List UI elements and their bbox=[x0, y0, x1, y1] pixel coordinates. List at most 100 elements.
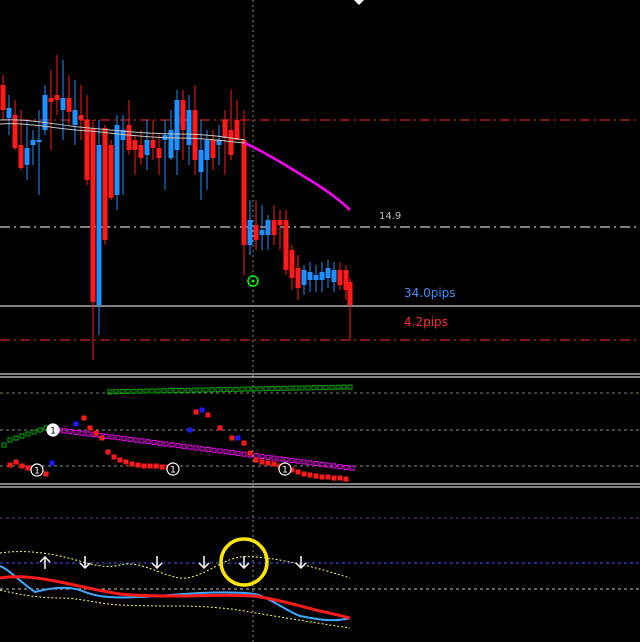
osc-green-dot bbox=[245, 386, 251, 392]
osc-magenta-dot bbox=[151, 439, 157, 445]
osc-circle-label: 1 bbox=[282, 466, 288, 476]
osc-red-dot bbox=[253, 457, 259, 463]
osc-blue-dot bbox=[235, 435, 241, 441]
candle-body bbox=[90, 128, 96, 302]
candle-body bbox=[120, 130, 126, 140]
osc-green-dot bbox=[31, 429, 37, 435]
osc-circle-label: 1 bbox=[170, 466, 176, 476]
envelope-lower-line bbox=[0, 123, 246, 144]
candle-body bbox=[216, 140, 222, 145]
candle-body bbox=[18, 145, 24, 168]
arrow-head bbox=[238, 562, 250, 570]
osc-blue-dot bbox=[73, 421, 79, 427]
osc-green-dot bbox=[281, 385, 287, 391]
osc-red-dot bbox=[193, 409, 199, 415]
osc-green-dot bbox=[347, 384, 353, 390]
osc-magenta-dot bbox=[67, 429, 73, 435]
osc-red-dot bbox=[313, 473, 319, 479]
osc-green-dot bbox=[19, 433, 25, 439]
osc-red-dot bbox=[13, 459, 19, 465]
osc-red-dot bbox=[123, 459, 129, 465]
highlight-circle bbox=[219, 537, 269, 587]
upper-level-label: 14.9 bbox=[379, 211, 401, 222]
candle-body bbox=[132, 140, 138, 150]
osc-green-dot bbox=[227, 386, 233, 392]
osc-magenta-dot bbox=[187, 444, 193, 450]
osc-green-dot bbox=[197, 387, 203, 393]
candle-body bbox=[60, 98, 66, 110]
candle-body bbox=[265, 220, 271, 235]
osc-green-dot bbox=[37, 427, 43, 433]
osc-green-dot bbox=[287, 385, 293, 391]
osc-circle-label: 1 bbox=[34, 467, 40, 477]
candle-body bbox=[234, 120, 240, 140]
osc-green-dot bbox=[305, 385, 311, 391]
osc-green-dot bbox=[263, 386, 269, 392]
osc-magenta-dot bbox=[133, 437, 139, 443]
candle-body bbox=[180, 100, 186, 130]
osc-blue-dot bbox=[187, 427, 193, 433]
osc-green-dot bbox=[191, 387, 197, 393]
bands-panel bbox=[0, 517, 640, 629]
osc-green-dot bbox=[251, 386, 257, 392]
osc-red-dot bbox=[159, 464, 165, 470]
osc-magenta-dot bbox=[325, 462, 331, 468]
osc-magenta-dot bbox=[211, 447, 217, 453]
osc-green-dot bbox=[155, 388, 161, 394]
entry-circle-icon bbox=[247, 275, 259, 287]
osc-magenta-dot bbox=[343, 464, 349, 470]
candle-body bbox=[319, 272, 325, 280]
osc-red-dot bbox=[19, 463, 25, 469]
osc-green-dot bbox=[215, 387, 221, 393]
candle-body bbox=[72, 110, 78, 125]
osc-red-dot bbox=[265, 460, 271, 466]
osc-red-dot bbox=[205, 412, 211, 418]
candle-body bbox=[210, 140, 216, 158]
osc-red-dot bbox=[325, 474, 331, 480]
candle-body bbox=[0, 85, 6, 110]
osc-magenta-dot bbox=[277, 456, 283, 462]
osc-red-dot bbox=[135, 462, 141, 468]
arrow-head bbox=[295, 562, 307, 570]
osc-magenta-dot bbox=[337, 464, 343, 470]
osc-magenta-dot bbox=[73, 429, 79, 435]
candle-body bbox=[24, 148, 30, 165]
osc-green-dot bbox=[317, 385, 323, 391]
osc-green-dot bbox=[149, 388, 155, 394]
osc-red-dot bbox=[153, 463, 159, 469]
osc-green-dot bbox=[185, 387, 191, 393]
osc-magenta-dot bbox=[265, 454, 271, 460]
osc-magenta-dot bbox=[115, 435, 121, 441]
osc-red-dot bbox=[105, 449, 111, 455]
candle-body bbox=[96, 145, 102, 305]
osc-green-dot bbox=[119, 389, 125, 395]
candle-body bbox=[66, 98, 72, 112]
candle-body bbox=[168, 130, 174, 158]
osc-red-dot bbox=[241, 440, 247, 446]
down-arrow-icon bbox=[295, 556, 307, 570]
osc-magenta-dot bbox=[193, 445, 199, 451]
osc-magenta-dot bbox=[139, 438, 145, 444]
down-arrow-icon bbox=[198, 556, 210, 570]
osc-green-dot bbox=[209, 387, 215, 393]
osc-green-dot bbox=[323, 385, 329, 391]
arrow-head bbox=[79, 562, 91, 570]
arrow-head bbox=[39, 555, 51, 563]
oscillator-dots: 1 1 1 1 bbox=[1, 384, 355, 482]
osc-green-dot bbox=[269, 386, 275, 392]
osc-green-dot bbox=[137, 388, 143, 394]
oscillator-panel: 1 1 1 1 bbox=[0, 384, 640, 482]
candle-body bbox=[30, 140, 36, 145]
osc-magenta-dot bbox=[79, 430, 85, 436]
osc-red-dot bbox=[7, 462, 13, 468]
osc-magenta-dot bbox=[331, 463, 337, 469]
osc-magenta-dot bbox=[145, 439, 151, 445]
candle-body bbox=[78, 115, 84, 120]
osc-magenta-dot bbox=[295, 458, 301, 464]
osc-red-dot bbox=[141, 463, 147, 469]
osc-green-dot bbox=[179, 387, 185, 393]
osc-green-dot bbox=[7, 437, 13, 443]
candle-body bbox=[144, 140, 150, 155]
